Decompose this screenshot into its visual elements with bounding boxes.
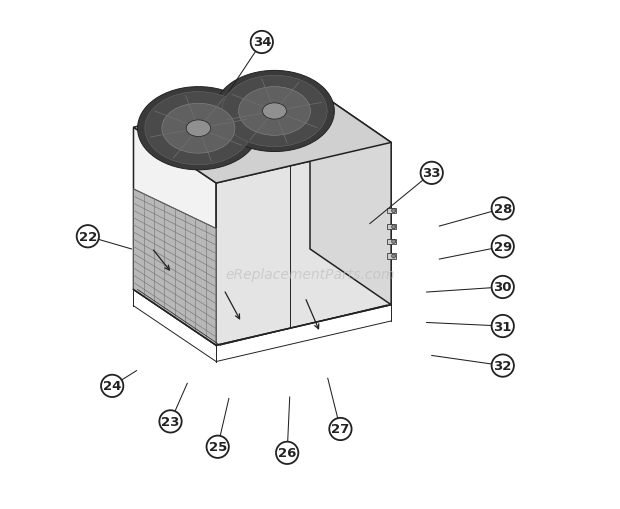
Text: eReplacementParts.com: eReplacementParts.com <box>225 268 395 282</box>
Circle shape <box>392 254 396 259</box>
Text: 31: 31 <box>494 320 512 333</box>
Polygon shape <box>133 88 391 184</box>
Circle shape <box>492 198 514 220</box>
Circle shape <box>392 240 396 244</box>
Polygon shape <box>310 88 391 305</box>
Circle shape <box>101 375 123 397</box>
Circle shape <box>206 436 229 458</box>
Circle shape <box>420 162 443 185</box>
Polygon shape <box>133 189 216 346</box>
Polygon shape <box>216 143 391 346</box>
Text: 27: 27 <box>331 422 350 436</box>
Ellipse shape <box>222 76 327 148</box>
Ellipse shape <box>262 104 286 120</box>
Text: 28: 28 <box>494 203 512 215</box>
Text: 23: 23 <box>161 415 180 428</box>
Circle shape <box>159 410 182 433</box>
Ellipse shape <box>145 93 252 165</box>
Text: 33: 33 <box>422 167 441 180</box>
Circle shape <box>492 276 514 299</box>
Circle shape <box>392 225 396 230</box>
Text: 25: 25 <box>208 440 227 454</box>
Bar <box>387 239 396 244</box>
Circle shape <box>492 355 514 377</box>
Bar <box>387 225 396 230</box>
Ellipse shape <box>239 88 311 136</box>
Circle shape <box>492 236 514 258</box>
Circle shape <box>276 442 298 464</box>
Circle shape <box>250 32 273 54</box>
Ellipse shape <box>186 121 211 137</box>
Text: 24: 24 <box>103 380 122 392</box>
Circle shape <box>492 315 514 337</box>
Ellipse shape <box>215 71 334 152</box>
Text: 30: 30 <box>494 281 512 294</box>
Bar <box>387 209 396 214</box>
Text: 26: 26 <box>278 446 296 460</box>
Text: 22: 22 <box>79 230 97 243</box>
Text: 29: 29 <box>494 240 512 253</box>
Circle shape <box>77 225 99 248</box>
Text: 34: 34 <box>252 37 271 49</box>
Circle shape <box>392 209 396 213</box>
Circle shape <box>329 418 352 440</box>
Bar <box>387 254 396 259</box>
Text: 32: 32 <box>494 359 512 373</box>
Ellipse shape <box>138 88 259 171</box>
Ellipse shape <box>162 104 235 154</box>
Polygon shape <box>133 128 216 346</box>
